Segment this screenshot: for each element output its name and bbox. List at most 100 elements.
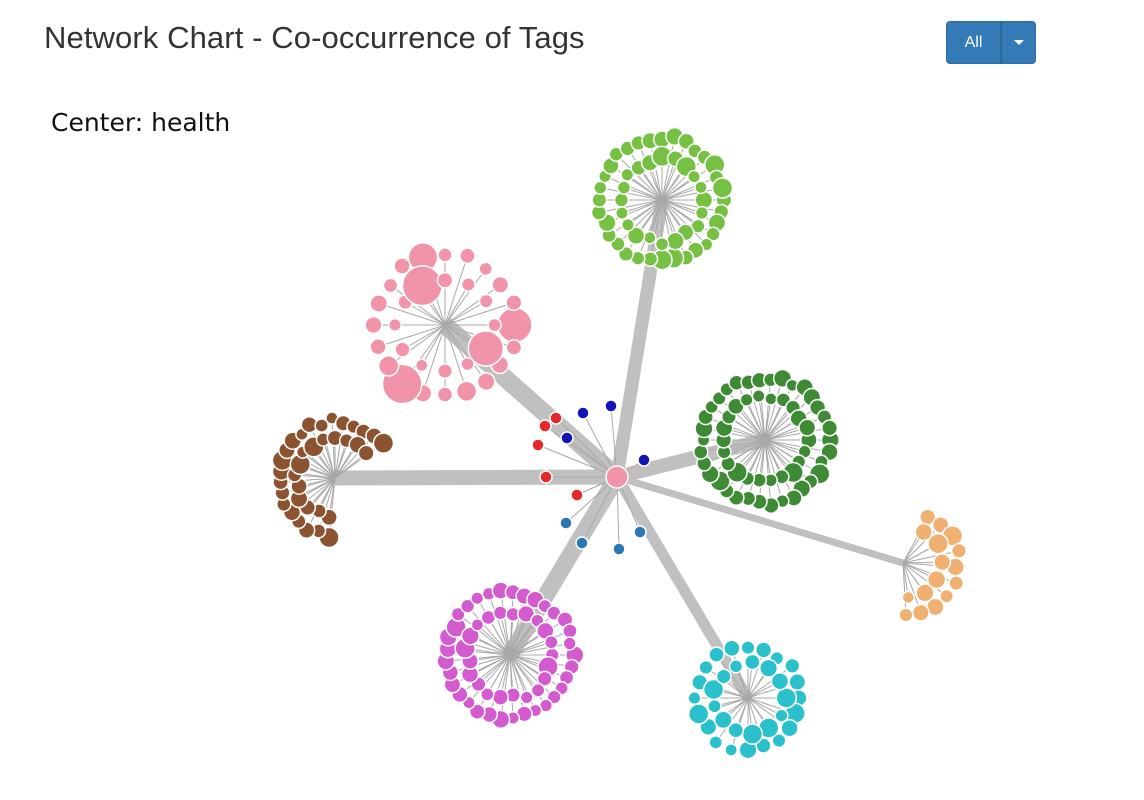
node-cyan-28[interactable]: [715, 668, 732, 685]
node-magenta-22[interactable]: [470, 591, 485, 606]
node-brown-14[interactable]: [314, 418, 329, 433]
node-cyan-25[interactable]: [713, 710, 733, 730]
node-pink-25[interactable]: [394, 341, 411, 358]
node-navy-0[interactable]: [576, 406, 590, 420]
node-pink-13[interactable]: [393, 257, 411, 275]
node-pink-4[interactable]: [455, 380, 478, 403]
node-orange-9[interactable]: [898, 607, 914, 623]
node-magenta-20[interactable]: [450, 606, 466, 622]
node-magenta-37[interactable]: [519, 690, 534, 705]
node-brown-34[interactable]: [357, 444, 375, 462]
node-pink-28[interactable]: [401, 265, 443, 307]
node-red-1[interactable]: [549, 411, 563, 425]
node-magenta-32[interactable]: [562, 636, 577, 651]
node-green-light-3[interactable]: [705, 226, 721, 242]
node-pink-18[interactable]: [491, 275, 510, 294]
node-green-light-33[interactable]: [694, 205, 710, 221]
node-green-light-36[interactable]: [665, 231, 685, 251]
node-pink-20[interactable]: [487, 317, 502, 333]
node-magenta-39[interactable]: [491, 688, 510, 706]
node-orange-3[interactable]: [950, 542, 968, 559]
node-pink-16[interactable]: [459, 247, 476, 265]
node-red-4[interactable]: [570, 488, 584, 502]
node-cyan-23[interactable]: [741, 723, 764, 745]
node-cyan-3[interactable]: [771, 733, 787, 749]
node-cyan-18[interactable]: [784, 657, 801, 674]
node-green-light-51[interactable]: [694, 180, 708, 195]
filter-dropdown[interactable]: All: [946, 21, 1036, 64]
node-green-light-42[interactable]: [613, 192, 630, 208]
node-cyan-31[interactable]: [759, 658, 779, 678]
node-pink-5[interactable]: [436, 386, 454, 403]
node-red-2[interactable]: [531, 438, 545, 452]
node-orange-15[interactable]: [901, 590, 916, 605]
node-green-light-50[interactable]: [687, 169, 702, 184]
node-green-dark-33[interactable]: [821, 419, 839, 437]
node-green-light-41[interactable]: [615, 206, 629, 220]
node-pink-23[interactable]: [437, 363, 453, 380]
node-orange-12[interactable]: [933, 553, 952, 572]
node-green-light-38[interactable]: [642, 230, 657, 245]
node-orange-6[interactable]: [939, 588, 955, 604]
node-green-dark-50[interactable]: [751, 389, 766, 404]
node-pink-15[interactable]: [437, 247, 453, 263]
node-cyan-15[interactable]: [740, 640, 756, 656]
node-cyan-24[interactable]: [727, 721, 745, 739]
node-green-light-37[interactable]: [654, 236, 670, 252]
node-green-light-44[interactable]: [620, 167, 635, 182]
node-cyan-29[interactable]: [728, 659, 744, 674]
node-red-3[interactable]: [539, 470, 553, 484]
node-magenta-31[interactable]: [562, 623, 578, 639]
node-cyan-12[interactable]: [698, 659, 714, 676]
node-cyan-13[interactable]: [708, 646, 725, 663]
node-magenta-46[interactable]: [470, 617, 485, 632]
node-pink-26[interactable]: [387, 317, 403, 333]
node-navy-2[interactable]: [560, 431, 574, 445]
node-steel-1[interactable]: [575, 536, 589, 550]
filter-toggle-button[interactable]: [1001, 21, 1036, 64]
node-pink-24[interactable]: [414, 358, 429, 373]
node-green-light-32[interactable]: [694, 190, 714, 210]
node-pink-3[interactable]: [476, 372, 496, 392]
node-cyan-32[interactable]: [770, 671, 790, 691]
node-green-dark-48[interactable]: [727, 397, 745, 416]
node-cyan-21[interactable]: [774, 708, 789, 723]
node-cyan-6[interactable]: [724, 743, 738, 757]
node-pink-8[interactable]: [377, 355, 400, 377]
node-pink-19[interactable]: [505, 294, 523, 312]
node-green-light-39[interactable]: [626, 226, 646, 245]
node-cyan-10[interactable]: [687, 690, 702, 706]
node-magenta-53[interactable]: [544, 634, 559, 650]
node-green-dark-51[interactable]: [764, 392, 778, 406]
node-navy-1[interactable]: [604, 399, 618, 413]
node-orange-11[interactable]: [927, 533, 949, 555]
node-pink-31[interactable]: [478, 293, 494, 309]
node-cyan-14[interactable]: [723, 639, 741, 658]
node-cyan-16[interactable]: [755, 641, 773, 659]
node-steel-0[interactable]: [559, 516, 573, 530]
node-orange-8[interactable]: [911, 603, 930, 622]
node-magenta-11[interactable]: [468, 703, 486, 721]
node-pink-29[interactable]: [436, 271, 454, 289]
node-pink-30[interactable]: [460, 277, 476, 293]
node-green-light-31[interactable]: [711, 177, 734, 199]
node-cyan-2[interactable]: [780, 719, 799, 738]
node-orange-13[interactable]: [926, 569, 947, 590]
center-node[interactable]: [605, 465, 629, 489]
node-magenta-45[interactable]: [460, 626, 480, 646]
node-green-dark-16[interactable]: [692, 444, 709, 460]
node-orange-14[interactable]: [915, 583, 935, 603]
node-cyan-19[interactable]: [788, 673, 807, 691]
node-navy-3[interactable]: [637, 453, 651, 467]
node-cyan-27[interactable]: [702, 678, 725, 701]
node-green-light-40[interactable]: [621, 217, 635, 232]
node-cyan-30[interactable]: [744, 653, 761, 671]
node-green-light-43[interactable]: [616, 180, 632, 195]
node-magenta-36[interactable]: [530, 682, 546, 698]
node-magenta-21[interactable]: [460, 598, 476, 614]
node-pink-21[interactable]: [467, 330, 505, 367]
node-magenta-48[interactable]: [492, 605, 509, 621]
node-steel-3[interactable]: [633, 525, 647, 539]
node-red-0[interactable]: [538, 419, 552, 433]
node-pink-22[interactable]: [460, 356, 475, 372]
